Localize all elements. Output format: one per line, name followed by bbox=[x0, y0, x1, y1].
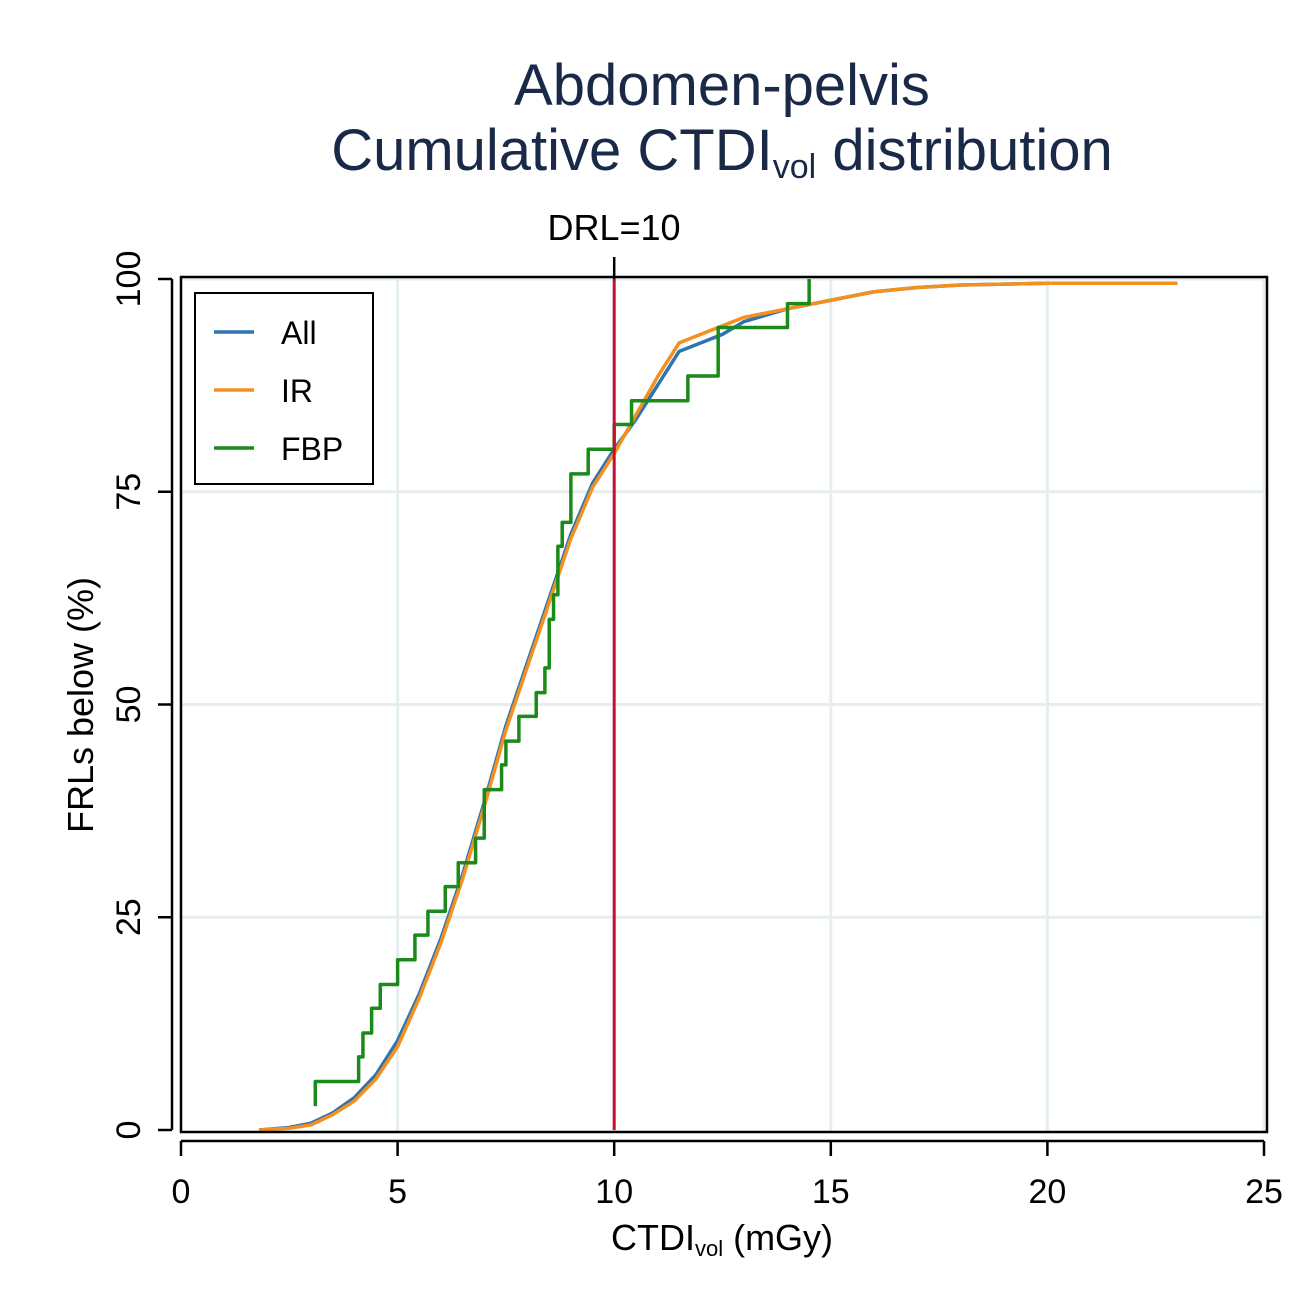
series-layer bbox=[258, 279, 1178, 1132]
x-tick-label: 5 bbox=[388, 1173, 407, 1211]
x-axis-label-main: CTDI bbox=[611, 1217, 695, 1258]
legend: All IR FBP bbox=[194, 292, 374, 485]
chart-title-line1: Abdomen-pelvis bbox=[514, 53, 930, 118]
chart-title-line2: Cumulative CTDIvol distribution bbox=[331, 118, 1113, 186]
legend-label-fbp: FBP bbox=[281, 431, 343, 467]
legend-label-all: All bbox=[281, 315, 317, 351]
x-tick-label: 15 bbox=[812, 1173, 850, 1211]
series-line-fbp bbox=[313, 279, 811, 1107]
x-tick-label: 0 bbox=[172, 1173, 191, 1211]
y-tick-label: 100 bbox=[110, 251, 148, 308]
x-tick-label: 10 bbox=[595, 1173, 633, 1211]
drl-reference-label: DRL=10 bbox=[547, 207, 680, 248]
chart-title-main: Cumulative CTDI bbox=[331, 118, 773, 183]
x-tick-label: 20 bbox=[1028, 1173, 1066, 1211]
chart-title-sub: vol bbox=[773, 148, 816, 186]
chart-title-end: distribution bbox=[816, 118, 1113, 183]
axis-layer: 0 5 10 15 20 25 0 25 50 75 100 bbox=[110, 251, 1283, 1211]
x-axis-label-sub: vol bbox=[695, 1236, 723, 1261]
y-tick-label: 50 bbox=[110, 686, 148, 724]
x-tick-label: 25 bbox=[1245, 1173, 1283, 1211]
x-axis-label: CTDIvol (mGy) bbox=[611, 1217, 833, 1261]
x-axis-label-end: (mGy) bbox=[723, 1217, 833, 1258]
y-axis-label: FRLs below (%) bbox=[60, 577, 101, 833]
series-line-ir bbox=[258, 281, 1178, 1132]
legend-label-ir: IR bbox=[281, 373, 313, 409]
y-tick-label: 0 bbox=[110, 1121, 148, 1140]
plot-frame bbox=[179, 275, 1269, 1134]
y-tick-label: 25 bbox=[110, 898, 148, 936]
y-tick-label: 75 bbox=[110, 473, 148, 511]
